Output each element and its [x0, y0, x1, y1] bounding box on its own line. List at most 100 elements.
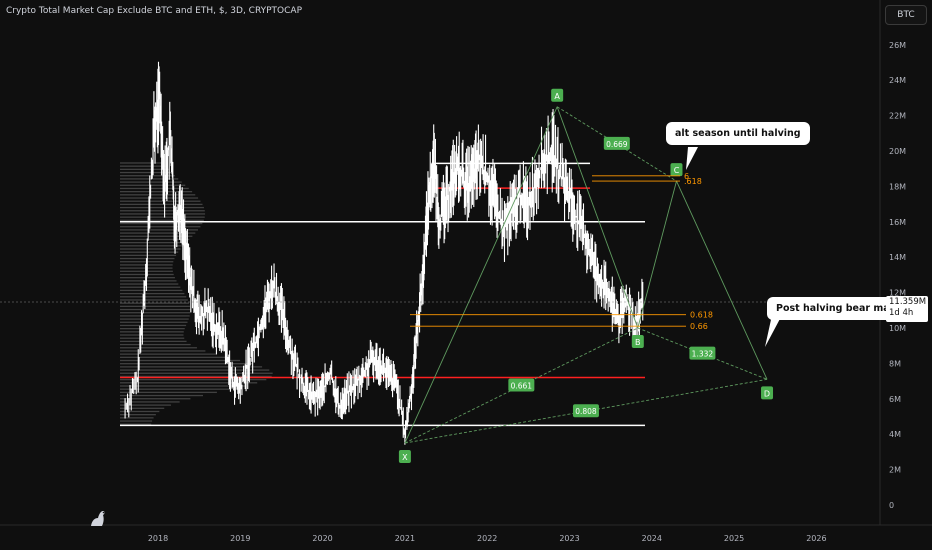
callout-bear-market: Post halving bear market [767, 297, 921, 320]
volume-profile-bar [120, 216, 205, 218]
volume-profile-bar [120, 302, 190, 304]
volume-profile-bar [120, 318, 189, 320]
volume-profile-bar [120, 210, 205, 212]
current-price-value: 11.359M [889, 297, 927, 307]
volume-profile-bar [120, 363, 252, 365]
volume-profile-bar [120, 280, 177, 282]
ratio-badge [572, 404, 599, 418]
x-tick-label: 2020 [312, 534, 332, 543]
y-tick-label: 12M [889, 289, 906, 298]
volume-profile-bar [120, 296, 187, 298]
volume-profile-bar [120, 324, 187, 327]
ratio-label: 0.808 [575, 407, 597, 416]
volume-profile-bar [120, 414, 156, 416]
y-tick-label: 2M [889, 466, 901, 475]
ratio-badge [603, 136, 630, 150]
volume-profile-bar [120, 394, 204, 397]
pattern-point-label: X [402, 453, 408, 462]
volume-profile-bar [120, 366, 263, 368]
y-tick-label: 8M [889, 359, 901, 368]
y-tick-label: 20M [889, 147, 906, 156]
pattern-line [404, 378, 768, 444]
pattern-point-label: C [674, 166, 680, 175]
y-tick-label: 4M [889, 430, 901, 439]
pattern-point-label: B [635, 338, 641, 347]
ratio-label: 1.332 [692, 350, 714, 359]
ratio-badge [508, 378, 535, 392]
volume-profile-bar [120, 347, 197, 349]
bar-countdown: 1d 4h [889, 308, 914, 318]
volume-profile-bar [120, 340, 187, 343]
volume-profile-bar [120, 369, 270, 371]
volume-profile-bar [120, 388, 232, 390]
candle-series [124, 61, 644, 445]
volume-profile-bar [120, 308, 191, 311]
volume-profile-bar [120, 226, 201, 228]
pattern-line [676, 180, 768, 380]
volume-profile-bar [120, 359, 241, 362]
pattern-line [637, 327, 768, 380]
y-tick-label: 24M [889, 76, 906, 85]
ratio-badge [689, 346, 716, 360]
y-tick-label: 0 [889, 501, 894, 510]
volume-profile-bar [120, 251, 179, 253]
x-tick-label: 2024 [642, 534, 662, 543]
volume-profile-bar [120, 398, 191, 400]
pattern-point-badge [398, 450, 411, 464]
volume-profile-bar [120, 184, 186, 186]
volume-profile-bar [120, 372, 273, 374]
volume-profile-bar [120, 401, 180, 403]
volume-profile-bar [120, 353, 216, 355]
pattern-point-badge [551, 88, 564, 102]
volume-profile-bar [120, 404, 171, 406]
pattern-point-badge [670, 163, 683, 177]
volume-profile-bar [120, 385, 246, 387]
current-price-badge: 11.359M 1d 4h [886, 296, 928, 322]
callout-bottom-tail [765, 315, 782, 347]
volume-profile-bar [120, 168, 169, 170]
y-tick-label: 22M [889, 112, 906, 121]
pattern-line [637, 180, 677, 329]
tradingview-logo-icon[interactable] [88, 508, 110, 528]
volume-profile-bar [120, 321, 188, 323]
time-axis: 2018 2019 2020 2021 2022 2023 2024 2025 2026 [148, 534, 827, 543]
volume-profile-bar [120, 410, 160, 413]
y-tick-label: 6M [889, 395, 901, 404]
volume-profile-bar [120, 328, 185, 330]
volume-profile-bar [120, 277, 175, 279]
volume-profile-bar [120, 343, 191, 346]
ticker-button[interactable]: BTC [885, 5, 927, 25]
pattern-point-badge [631, 335, 644, 348]
volume-profile-bar [120, 312, 191, 314]
volume-profile-bar [120, 299, 188, 301]
fib-label: 6 [684, 172, 689, 181]
price-axis: 0 2M 4M 6M 8M 10M 12M 14M 16M 18M 20M 22M 24M 26M [889, 41, 906, 510]
pattern-line [404, 327, 639, 444]
volume-profile-bar [120, 171, 172, 174]
volume-profile-bar [120, 391, 217, 394]
volume-profile-bar [120, 248, 181, 250]
volume-profile-bar [120, 331, 184, 333]
volume-profile-bar [120, 254, 177, 257]
pattern-line [404, 106, 558, 444]
volume-profile-bar [120, 222, 203, 225]
volume-profile-bar [120, 423, 152, 425]
volume-profile-bar [120, 206, 204, 209]
fib-label: .618 [684, 177, 702, 186]
y-tick-label: 26M [889, 41, 906, 50]
volume-profile-bar [120, 334, 184, 336]
volume-profile-bar [120, 191, 193, 193]
volume-profile-bar [120, 229, 199, 231]
y-tick-label: 14M [889, 253, 906, 262]
volume-profile-bar [120, 315, 190, 317]
fib-label: 0.66 [690, 322, 708, 331]
volume-profile-bar [120, 178, 179, 180]
chart-title: Crypto Total Market Cap Exclude BTC and … [6, 6, 303, 16]
volume-profile-bar [120, 417, 154, 419]
volume-profile-bar [120, 286, 181, 288]
volume-profile-bar [120, 350, 206, 352]
ratio-label: 0.669 [606, 140, 628, 149]
volume-profile-bar [120, 245, 184, 247]
volume-profile-bar [120, 165, 166, 167]
